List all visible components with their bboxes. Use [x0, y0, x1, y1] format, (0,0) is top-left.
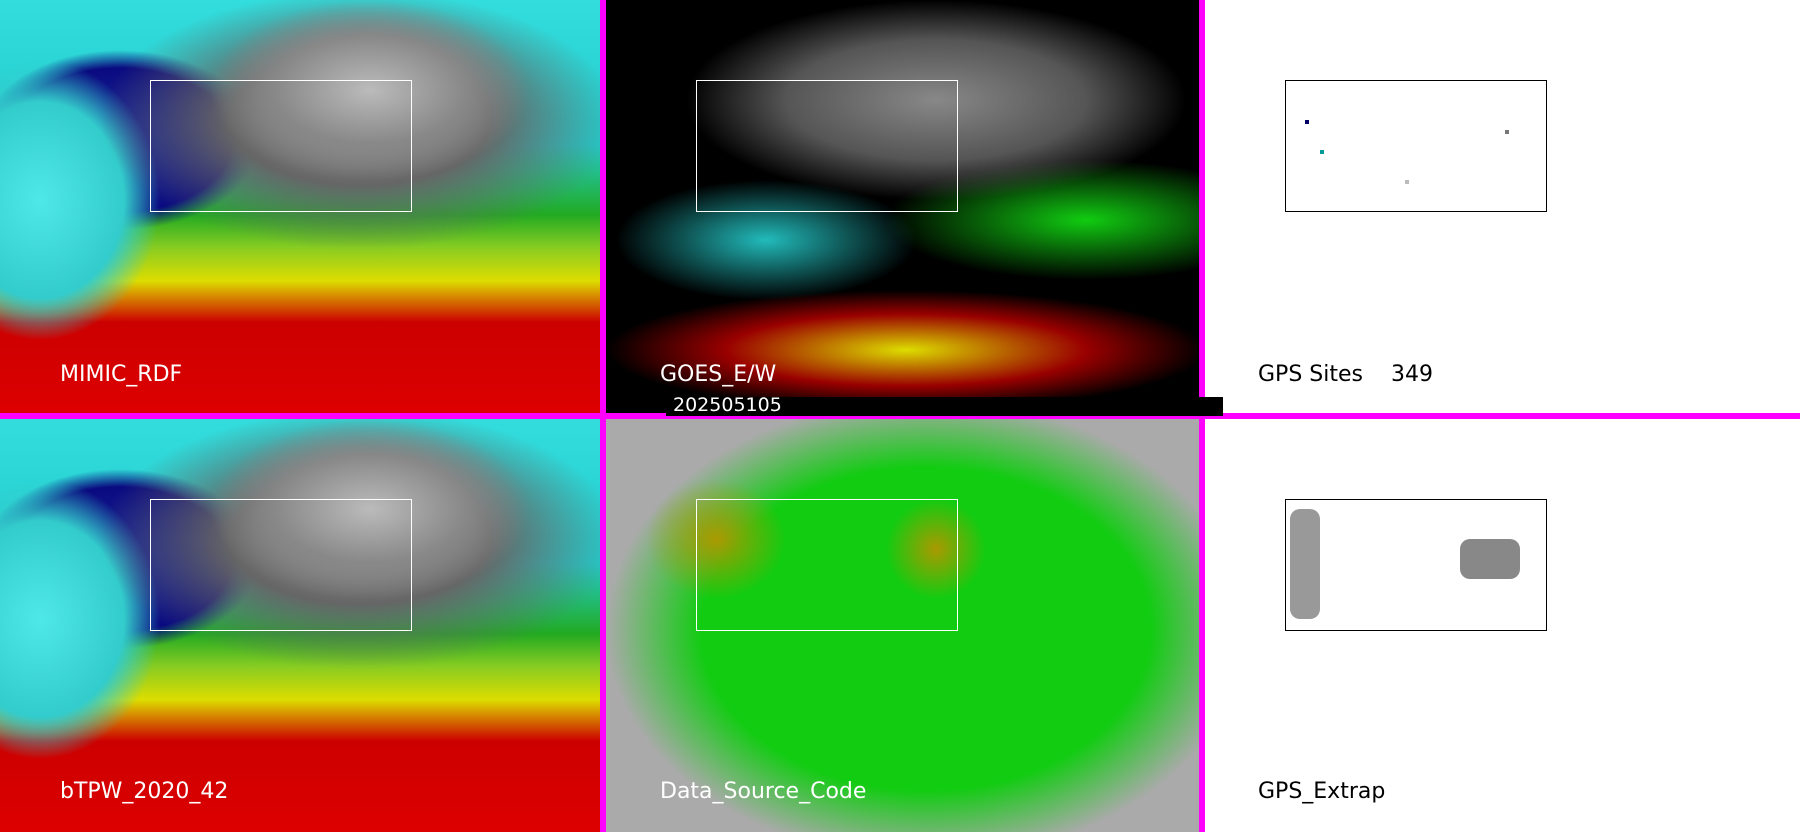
map-outline: [1285, 499, 1547, 631]
gps-site-marker: [1305, 120, 1309, 124]
gps-extrap-blob: [1290, 509, 1320, 619]
panel-label: GOES_E/W: [660, 362, 777, 387]
gps-site-marker: [1505, 130, 1509, 134]
gps-sites-count: 349: [1390, 362, 1433, 387]
timestamp-bar: 202505105: [666, 394, 1223, 416]
map-panel-goes: GOES_E/W: [606, 0, 1199, 413]
gps-sites-label: GPS Sites: [1258, 362, 1363, 387]
map-panel-btpw: bTPW_2020_42: [0, 419, 600, 832]
panel-label: Data_Source_Code: [660, 779, 867, 804]
panel-label: GPS Sites 349: [1258, 362, 1433, 387]
panel-label: bTPW_2020_42: [60, 779, 229, 804]
map-outline: [150, 80, 412, 212]
gps-extrap-blob: [1460, 539, 1520, 579]
map-outline: [696, 80, 958, 212]
panel-label: GPS_Extrap: [1258, 779, 1386, 804]
map-outline: [150, 499, 412, 631]
gps-site-marker: [1405, 180, 1409, 184]
timestamp: 202505105: [673, 394, 782, 416]
map-outline: [1285, 80, 1547, 212]
map-outline: [696, 499, 958, 631]
gps-site-marker: [1320, 150, 1324, 154]
map-panel-gps-sites: GPS Sites 349: [1205, 0, 1800, 413]
panel-label: MIMIC_RDF: [60, 362, 183, 387]
map-panel-gps-extrap: GPS_Extrap: [1205, 419, 1800, 832]
map-panel-mimic-rdf: MIMIC_RDF: [0, 0, 600, 413]
map-panel-data-source-code: Data_Source_Code: [606, 419, 1199, 832]
